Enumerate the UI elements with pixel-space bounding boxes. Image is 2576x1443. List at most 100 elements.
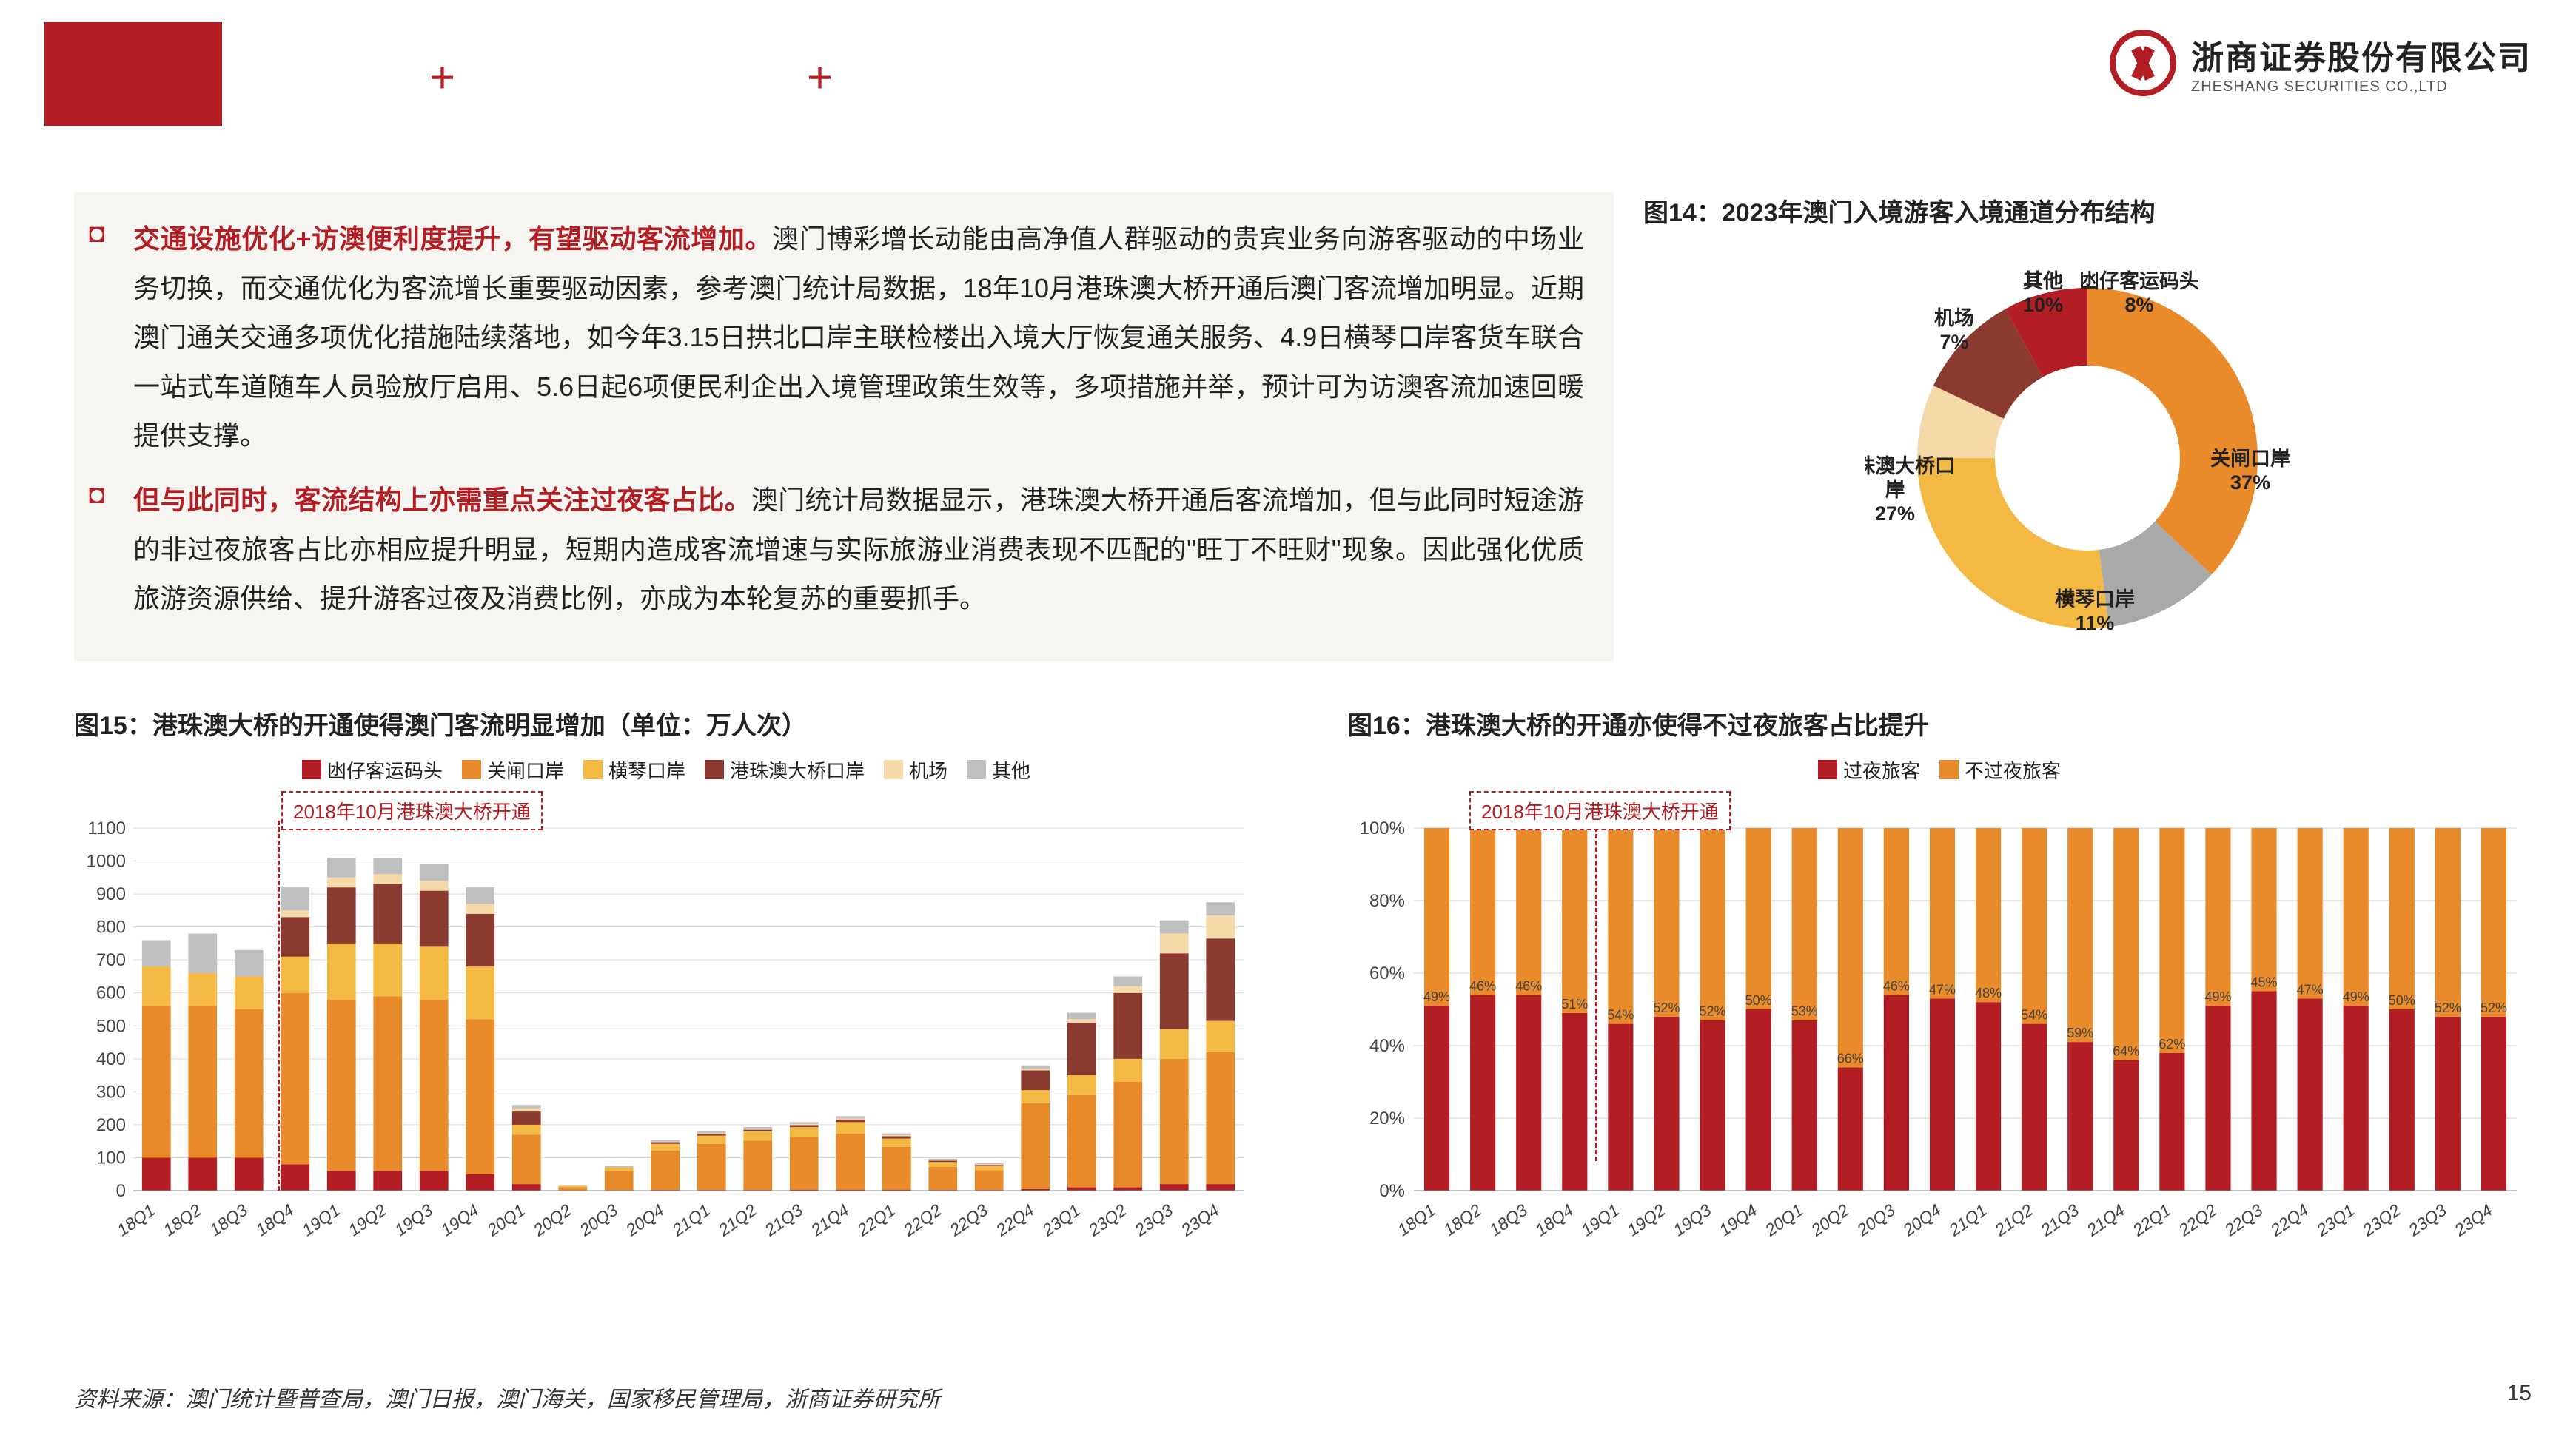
svg-text:20%: 20% <box>1369 1109 1405 1128</box>
svg-text:21Q3: 21Q3 <box>760 1200 806 1240</box>
bar-segment <box>1976 1002 2001 1191</box>
bar-segment <box>1792 828 1817 1020</box>
bar-segment <box>373 996 402 1171</box>
bar-segment <box>1206 938 1235 1020</box>
fig15-legend: 凼仔客运码头关闸口岸横琴口岸港珠澳大桥口岸机场其他 <box>74 756 1258 784</box>
bar-segment <box>2298 998 2323 1191</box>
bar-segment <box>882 1136 911 1138</box>
bar-segment <box>882 1133 911 1135</box>
svg-text:66%: 66% <box>1837 1051 1864 1066</box>
svg-text:80%: 80% <box>1369 891 1405 911</box>
bar-segment <box>1021 1065 1050 1068</box>
svg-text:22Q3: 22Q3 <box>2221 1200 2267 1240</box>
bar-segment <box>1206 1020 1235 1052</box>
bar-segment <box>1930 828 1955 998</box>
bar-segment <box>743 1128 772 1129</box>
svg-text:59%: 59% <box>2067 1026 2093 1040</box>
logo-text-en: ZHESHANG SECURITIES CO.,LTD <box>2191 78 2532 95</box>
bar-segment <box>420 946 449 999</box>
donut-label: 10% <box>2023 294 2063 316</box>
bar-segment <box>975 1164 1004 1165</box>
svg-text:19Q1: 19Q1 <box>1577 1200 1623 1240</box>
legend-swatch <box>884 760 903 779</box>
bar-segment <box>512 1111 541 1125</box>
bar-segment <box>142 966 171 1006</box>
bar-segment <box>928 1160 957 1162</box>
bar-segment <box>743 1127 772 1129</box>
svg-text:22Q2: 22Q2 <box>899 1200 945 1240</box>
bar-segment <box>1470 828 1495 995</box>
svg-text:22Q1: 22Q1 <box>2128 1200 2174 1240</box>
svg-text:21Q2: 21Q2 <box>714 1200 760 1240</box>
legend-label: 过夜旅客 <box>1843 756 1920 784</box>
bar-segment <box>373 1171 402 1191</box>
bar-segment <box>697 1135 726 1143</box>
legend-label: 不过夜旅客 <box>1965 756 2061 784</box>
bar-segment <box>882 1138 911 1146</box>
bar-segment <box>836 1118 865 1119</box>
bar-segment <box>790 1137 819 1189</box>
bar-segment <box>743 1129 772 1131</box>
bar-segment <box>1021 1103 1050 1189</box>
bar-segment <box>1113 1059 1142 1082</box>
bar-segment <box>1746 1009 1771 1191</box>
donut-label: 横琴口岸 <box>2055 588 2135 610</box>
svg-text:20Q4: 20Q4 <box>622 1200 668 1240</box>
legend-label: 关闸口岸 <box>487 756 564 784</box>
bar-segment <box>188 973 217 1006</box>
svg-text:300: 300 <box>96 1082 126 1102</box>
donut-label: 7% <box>1939 331 1968 353</box>
bar-segment <box>466 1174 494 1190</box>
bullet-body: 澳门博彩增长动能由高净值人群驱动的贵宾业务向游客驱动的中场业务切换，而交通优化为… <box>133 223 1584 451</box>
bar-segment <box>928 1162 957 1167</box>
bar-segment <box>975 1165 1004 1166</box>
bullet-marker-icon: ◘ <box>89 476 133 624</box>
svg-text:0%: 0% <box>1379 1181 1405 1201</box>
bar-segment <box>1838 1067 1863 1191</box>
bar-segment <box>975 1163 1004 1164</box>
bar-segment <box>1160 1029 1189 1058</box>
bar-segment <box>2022 1023 2047 1190</box>
bar-segment <box>1792 1020 1817 1190</box>
svg-text:52%: 52% <box>2481 1000 2507 1015</box>
svg-text:19Q3: 19Q3 <box>391 1200 436 1240</box>
bar-segment <box>1206 915 1235 938</box>
bar-segment <box>281 992 309 1164</box>
donut-label: 11% <box>2076 612 2115 634</box>
fig16-event-line <box>1595 821 1597 1161</box>
legend-item: 横琴口岸 <box>583 756 685 784</box>
svg-text:1000: 1000 <box>87 851 126 871</box>
bar-segment <box>2251 991 2276 1191</box>
fig16-title: 图16：港珠澳大桥的开通亦使得不过夜旅客占比提升 <box>1347 705 2532 741</box>
svg-text:200: 200 <box>96 1115 126 1135</box>
bar-segment <box>466 904 494 913</box>
svg-text:49%: 49% <box>2343 989 2369 1004</box>
svg-text:52%: 52% <box>1700 1003 1726 1018</box>
donut-label: 37% <box>2230 471 2270 494</box>
svg-text:22Q2: 22Q2 <box>2175 1200 2221 1240</box>
bar-segment <box>373 874 402 884</box>
bar-segment <box>327 999 356 1171</box>
bar-segment <box>1113 976 1142 986</box>
legend-label: 机场 <box>909 756 947 784</box>
bar-segment <box>188 1006 217 1157</box>
bar-segment <box>1516 995 1541 1191</box>
svg-text:23Q3: 23Q3 <box>1130 1200 1176 1240</box>
bar-segment <box>697 1131 726 1134</box>
logo-icon <box>2110 30 2176 96</box>
svg-text:18Q4: 18Q4 <box>1532 1200 1577 1240</box>
bar-segment <box>420 890 449 946</box>
bullet-marker-icon: ◘ <box>89 215 133 461</box>
svg-text:100: 100 <box>96 1148 126 1168</box>
bar-segment <box>235 976 264 1009</box>
bullet-item: ◘ 交通设施优化+访澳便利度提升，有望驱动客流增加。澳门博彩增长动能由高净值人群… <box>89 215 1584 461</box>
bar-segment <box>512 1125 541 1134</box>
svg-text:45%: 45% <box>2251 975 2278 989</box>
bar-segment <box>1021 1090 1050 1103</box>
text-block: ◘ 交通设施优化+访澳便利度提升，有望驱动客流增加。澳门博彩增长动能由高净值人群… <box>74 192 1614 661</box>
svg-text:54%: 54% <box>2021 1007 2047 1022</box>
bar-segment <box>281 917 309 956</box>
bar-segment <box>697 1143 726 1189</box>
bar-segment <box>1516 828 1541 995</box>
svg-text:20Q4: 20Q4 <box>1899 1200 1945 1240</box>
